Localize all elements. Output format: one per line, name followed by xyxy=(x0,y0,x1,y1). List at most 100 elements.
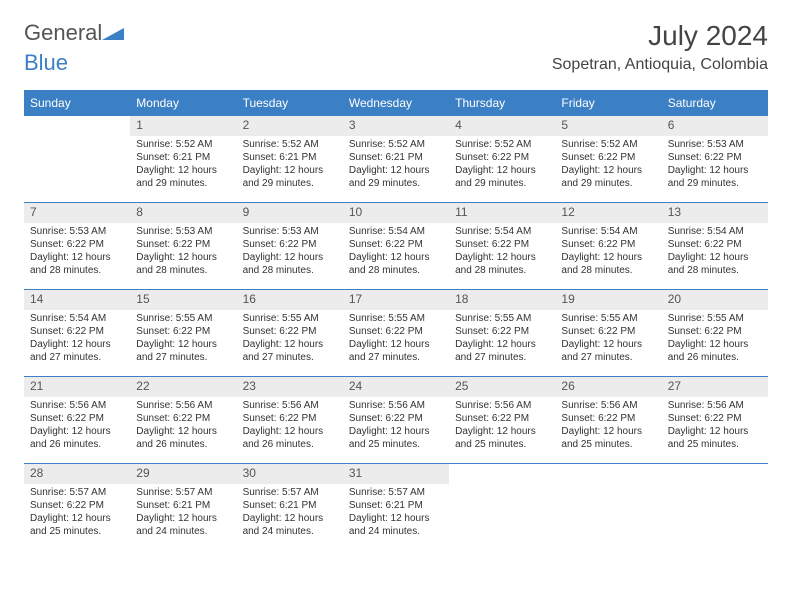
daylight-text: Daylight: 12 hours and 28 minutes. xyxy=(668,251,762,277)
day-number: 17 xyxy=(343,290,449,310)
day-content: Sunrise: 5:55 AMSunset: 6:22 PMDaylight:… xyxy=(555,310,661,368)
calendar-table: Sunday Monday Tuesday Wednesday Thursday… xyxy=(24,90,768,550)
day-number: 22 xyxy=(130,377,236,397)
calendar-day-cell xyxy=(555,464,661,551)
sunrise-text: Sunrise: 5:56 AM xyxy=(668,399,762,412)
daylight-text: Daylight: 12 hours and 27 minutes. xyxy=(243,338,337,364)
day-number: 23 xyxy=(237,377,343,397)
calendar-day-cell: 20Sunrise: 5:55 AMSunset: 6:22 PMDayligh… xyxy=(662,290,768,377)
daylight-text: Daylight: 12 hours and 25 minutes. xyxy=(561,425,655,451)
sunrise-text: Sunrise: 5:52 AM xyxy=(349,138,443,151)
weekday-header: Wednesday xyxy=(343,91,449,115)
calendar-day-cell: 8Sunrise: 5:53 AMSunset: 6:22 PMDaylight… xyxy=(130,203,236,290)
calendar-day-cell: 11Sunrise: 5:54 AMSunset: 6:22 PMDayligh… xyxy=(449,203,555,290)
sunrise-text: Sunrise: 5:56 AM xyxy=(349,399,443,412)
sunrise-text: Sunrise: 5:52 AM xyxy=(561,138,655,151)
day-number: 29 xyxy=(130,464,236,484)
calendar-day-cell: 30Sunrise: 5:57 AMSunset: 6:21 PMDayligh… xyxy=(237,464,343,551)
sunset-text: Sunset: 6:22 PM xyxy=(30,238,124,251)
day-content: Sunrise: 5:54 AMSunset: 6:22 PMDaylight:… xyxy=(662,223,768,281)
daylight-text: Daylight: 12 hours and 29 minutes. xyxy=(668,164,762,190)
sunrise-text: Sunrise: 5:53 AM xyxy=(136,225,230,238)
day-number: 28 xyxy=(24,464,130,484)
day-number: 6 xyxy=(662,116,768,136)
calendar-day-cell: 2Sunrise: 5:52 AMSunset: 6:21 PMDaylight… xyxy=(237,115,343,203)
day-number: 15 xyxy=(130,290,236,310)
calendar-day-cell: 16Sunrise: 5:55 AMSunset: 6:22 PMDayligh… xyxy=(237,290,343,377)
day-number: 31 xyxy=(343,464,449,484)
location: Sopetran, Antioquia, Colombia xyxy=(552,56,768,74)
sunrise-text: Sunrise: 5:55 AM xyxy=(349,312,443,325)
day-content: Sunrise: 5:55 AMSunset: 6:22 PMDaylight:… xyxy=(130,310,236,368)
calendar-week-row: 28Sunrise: 5:57 AMSunset: 6:22 PMDayligh… xyxy=(24,464,768,551)
sunrise-text: Sunrise: 5:55 AM xyxy=(668,312,762,325)
sunrise-text: Sunrise: 5:53 AM xyxy=(668,138,762,151)
sunrise-text: Sunrise: 5:56 AM xyxy=(136,399,230,412)
sunset-text: Sunset: 6:22 PM xyxy=(30,412,124,425)
sunrise-text: Sunrise: 5:53 AM xyxy=(243,225,337,238)
sunset-text: Sunset: 6:22 PM xyxy=(561,238,655,251)
day-number: 2 xyxy=(237,116,343,136)
daylight-text: Daylight: 12 hours and 25 minutes. xyxy=(455,425,549,451)
day-content: Sunrise: 5:54 AMSunset: 6:22 PMDaylight:… xyxy=(449,223,555,281)
sunset-text: Sunset: 6:22 PM xyxy=(668,151,762,164)
daylight-text: Daylight: 12 hours and 26 minutes. xyxy=(136,425,230,451)
day-number: 21 xyxy=(24,377,130,397)
sunset-text: Sunset: 6:22 PM xyxy=(455,325,549,338)
sunset-text: Sunset: 6:22 PM xyxy=(136,412,230,425)
sunset-text: Sunset: 6:22 PM xyxy=(243,412,337,425)
calendar-day-cell: 18Sunrise: 5:55 AMSunset: 6:22 PMDayligh… xyxy=(449,290,555,377)
sunset-text: Sunset: 6:22 PM xyxy=(349,412,443,425)
day-number: 25 xyxy=(449,377,555,397)
daylight-text: Daylight: 12 hours and 28 minutes. xyxy=(30,251,124,277)
day-number: 16 xyxy=(237,290,343,310)
daylight-text: Daylight: 12 hours and 25 minutes. xyxy=(349,425,443,451)
sunrise-text: Sunrise: 5:54 AM xyxy=(349,225,443,238)
calendar-day-cell: 12Sunrise: 5:54 AMSunset: 6:22 PMDayligh… xyxy=(555,203,661,290)
sunset-text: Sunset: 6:22 PM xyxy=(30,325,124,338)
sunset-text: Sunset: 6:22 PM xyxy=(455,151,549,164)
sunset-text: Sunset: 6:21 PM xyxy=(243,499,337,512)
calendar-day-cell: 14Sunrise: 5:54 AMSunset: 6:22 PMDayligh… xyxy=(24,290,130,377)
calendar-day-cell: 1Sunrise: 5:52 AMSunset: 6:21 PMDaylight… xyxy=(130,115,236,203)
calendar-day-cell: 4Sunrise: 5:52 AMSunset: 6:22 PMDaylight… xyxy=(449,115,555,203)
daylight-text: Daylight: 12 hours and 25 minutes. xyxy=(668,425,762,451)
logo-text-part2: Blue xyxy=(24,50,68,76)
day-content: Sunrise: 5:52 AMSunset: 6:22 PMDaylight:… xyxy=(449,136,555,194)
weekday-header: Saturday xyxy=(662,91,768,115)
calendar-day-cell xyxy=(449,464,555,551)
logo-text-part1: General xyxy=(24,20,102,46)
day-number: 14 xyxy=(24,290,130,310)
day-number: 11 xyxy=(449,203,555,223)
sunrise-text: Sunrise: 5:54 AM xyxy=(30,312,124,325)
sunset-text: Sunset: 6:22 PM xyxy=(561,151,655,164)
sunset-text: Sunset: 6:22 PM xyxy=(136,238,230,251)
sunset-text: Sunset: 6:22 PM xyxy=(30,499,124,512)
day-number: 7 xyxy=(24,203,130,223)
daylight-text: Daylight: 12 hours and 29 minutes. xyxy=(455,164,549,190)
day-content: Sunrise: 5:57 AMSunset: 6:21 PMDaylight:… xyxy=(343,484,449,542)
calendar-day-cell xyxy=(662,464,768,551)
daylight-text: Daylight: 12 hours and 27 minutes. xyxy=(561,338,655,364)
sunrise-text: Sunrise: 5:56 AM xyxy=(243,399,337,412)
weekday-header: Friday xyxy=(555,91,661,115)
sunset-text: Sunset: 6:22 PM xyxy=(455,238,549,251)
day-content: Sunrise: 5:57 AMSunset: 6:22 PMDaylight:… xyxy=(24,484,130,542)
sunset-text: Sunset: 6:22 PM xyxy=(668,238,762,251)
day-number: 12 xyxy=(555,203,661,223)
sunrise-text: Sunrise: 5:57 AM xyxy=(30,486,124,499)
calendar-day-cell: 7Sunrise: 5:53 AMSunset: 6:22 PMDaylight… xyxy=(24,203,130,290)
calendar-week-row: 1Sunrise: 5:52 AMSunset: 6:21 PMDaylight… xyxy=(24,115,768,203)
weekday-header-row: Sunday Monday Tuesday Wednesday Thursday… xyxy=(24,91,768,115)
calendar-day-cell: 22 Sunrise: 5:56 AMSunset: 6:22 PMDayligh… xyxy=(130,377,236,464)
day-number: 27 xyxy=(662,377,768,397)
sunrise-text: Sunrise: 5:52 AM xyxy=(243,138,337,151)
calendar-day-cell: 15Sunrise: 5:55 AMSunset: 6:22 PMDayligh… xyxy=(130,290,236,377)
sunrise-text: Sunrise: 5:52 AM xyxy=(455,138,549,151)
title-block: July 2024 Sopetran, Antioquia, Colombia xyxy=(552,20,768,74)
sunset-text: Sunset: 6:22 PM xyxy=(349,238,443,251)
weekday-header: Sunday xyxy=(24,91,130,115)
daylight-text: Daylight: 12 hours and 28 minutes. xyxy=(136,251,230,277)
calendar-day-cell: 19Sunrise: 5:55 AMSunset: 6:22 PMDayligh… xyxy=(555,290,661,377)
sunrise-text: Sunrise: 5:55 AM xyxy=(561,312,655,325)
